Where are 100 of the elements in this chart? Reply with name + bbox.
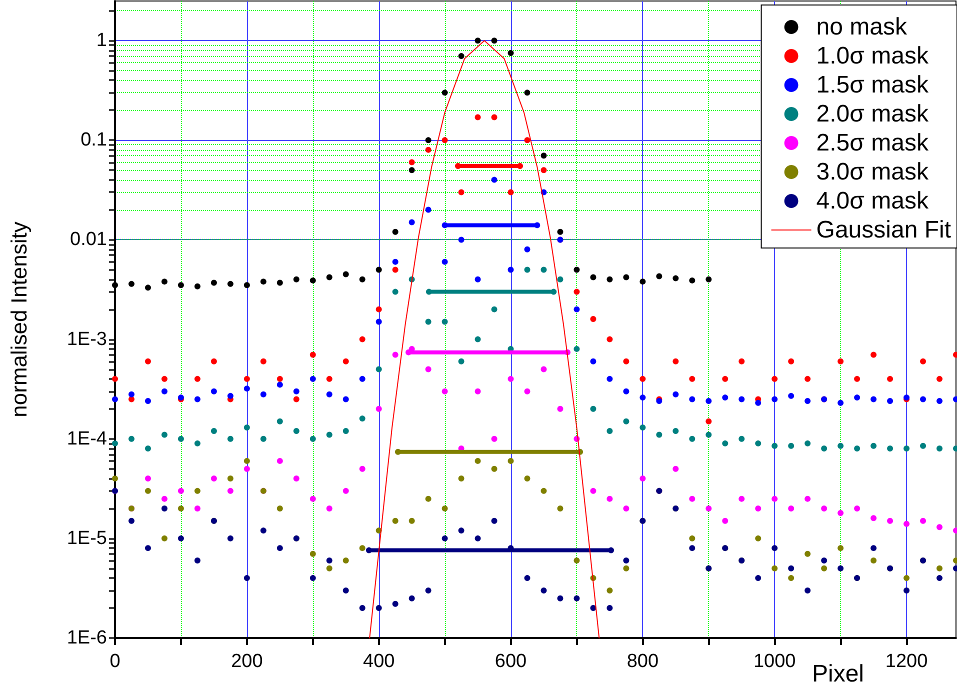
x-tick-label: 1000 <box>753 651 796 672</box>
point <box>788 392 794 399</box>
point <box>524 575 530 582</box>
point <box>474 388 481 394</box>
point <box>310 436 316 442</box>
point <box>392 228 398 235</box>
point <box>276 545 283 552</box>
point <box>474 276 481 282</box>
point <box>689 396 696 402</box>
legend-label: no mask <box>816 14 908 40</box>
point <box>491 306 498 312</box>
point <box>194 440 200 446</box>
point <box>590 406 596 412</box>
point <box>342 558 349 564</box>
point <box>672 428 679 434</box>
point <box>838 510 844 516</box>
point <box>738 396 745 402</box>
point <box>623 418 630 424</box>
point <box>293 388 300 394</box>
point <box>920 358 926 364</box>
point <box>128 436 134 442</box>
point <box>936 524 943 530</box>
point <box>194 505 200 512</box>
legend-label: 2.5σ mask <box>816 130 930 156</box>
point <box>524 266 530 273</box>
point <box>366 547 372 554</box>
point <box>904 575 910 582</box>
point <box>178 282 184 288</box>
point <box>534 222 540 228</box>
point <box>838 358 844 364</box>
point <box>804 550 811 557</box>
point <box>623 558 630 564</box>
point <box>161 376 168 382</box>
point <box>359 466 366 472</box>
point <box>425 588 432 594</box>
point <box>392 258 398 265</box>
point <box>508 376 514 382</box>
point <box>458 528 464 534</box>
point <box>244 575 250 582</box>
point <box>244 376 250 382</box>
point <box>128 280 134 287</box>
point <box>524 388 530 394</box>
point <box>276 505 283 512</box>
point <box>508 189 514 196</box>
point <box>722 440 728 446</box>
point <box>491 518 498 524</box>
point <box>144 284 151 291</box>
point <box>326 376 332 382</box>
point <box>755 440 762 446</box>
point <box>788 442 794 449</box>
point <box>755 400 762 406</box>
point <box>260 278 266 285</box>
point <box>426 288 432 295</box>
point <box>772 442 778 449</box>
point <box>772 376 778 382</box>
point <box>326 432 332 438</box>
point <box>606 588 613 594</box>
point <box>491 176 498 183</box>
point <box>936 398 943 404</box>
point <box>508 458 514 464</box>
point <box>557 406 564 412</box>
point <box>359 545 366 552</box>
point <box>755 575 762 582</box>
point <box>376 366 382 372</box>
point <box>574 595 580 602</box>
point <box>276 418 283 424</box>
point <box>194 558 200 564</box>
point <box>161 278 168 285</box>
point <box>310 352 316 358</box>
point <box>804 376 811 382</box>
point <box>442 90 448 96</box>
point <box>821 565 828 572</box>
point <box>359 336 366 342</box>
point <box>293 428 300 434</box>
point <box>689 436 696 442</box>
point <box>640 424 646 431</box>
point <box>738 496 745 502</box>
point <box>376 318 382 325</box>
point <box>227 392 234 399</box>
point <box>227 488 234 494</box>
point <box>161 388 168 394</box>
point <box>870 515 877 522</box>
y-tick-label: 1E-5 <box>66 528 107 549</box>
point <box>342 428 349 434</box>
point <box>623 505 630 512</box>
point <box>442 505 448 512</box>
point <box>194 488 200 494</box>
point <box>276 458 283 464</box>
point <box>821 558 828 564</box>
point <box>936 446 943 452</box>
legend-label: 1.5σ mask <box>816 72 930 98</box>
point <box>540 167 547 174</box>
point <box>326 505 332 512</box>
legend-label: 1.0σ mask <box>816 42 930 70</box>
point <box>210 388 217 394</box>
point <box>293 475 300 482</box>
point <box>870 396 877 402</box>
point <box>425 496 432 502</box>
point <box>904 588 910 594</box>
point <box>706 276 712 282</box>
